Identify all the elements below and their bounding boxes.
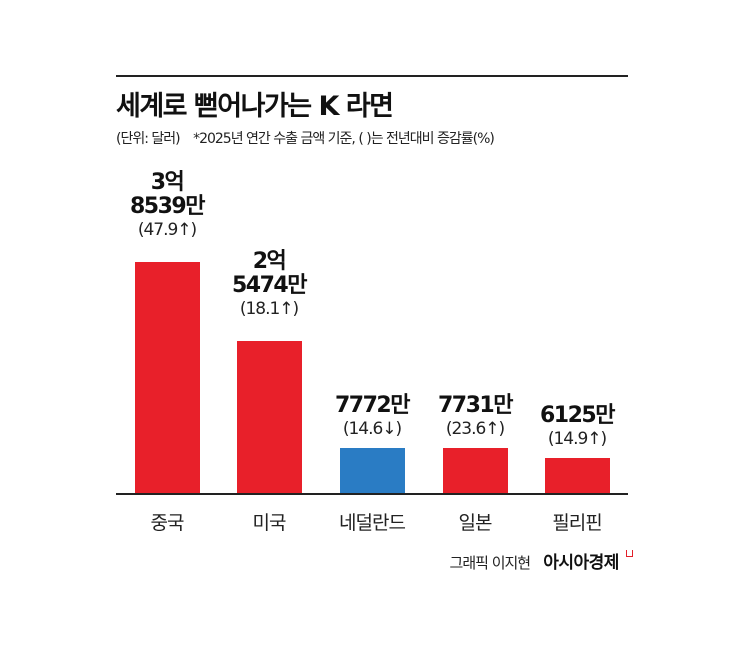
amount-line1: 2억 — [252, 249, 287, 274]
value-label-netherlands: 7772만 (14.6↓) — [302, 393, 442, 440]
amount-line1: 3억 — [150, 170, 185, 195]
amount-line2: 6125만 — [540, 403, 615, 428]
bar-netherlands — [340, 448, 405, 493]
brand-mark-icon — [626, 550, 633, 557]
chart-subtitle: (단위: 달러) *2025년 연간 수출 금액 기준, ( )는 전년대비 증… — [116, 128, 495, 148]
amount-line2: 5474만 — [232, 273, 307, 299]
top-rule — [116, 75, 628, 77]
bar-philippines — [545, 458, 610, 493]
category-label-netherlands: 네덜란드 — [339, 512, 406, 534]
category-label-philippines: 필리핀 — [552, 512, 602, 534]
change-label: (14.6↓) — [342, 419, 402, 440]
category-label-japan: 일본 — [458, 512, 493, 534]
byline: 그래픽 이지현 — [449, 554, 532, 572]
unit-label: (단위: 달러) — [116, 131, 181, 147]
amount-line2: 8539만 — [130, 194, 205, 220]
value-label-philippines: 6125만 (14.9↑) — [507, 403, 647, 450]
amount-line2: 7772만 — [335, 393, 410, 418]
change-label: (47.9↑) — [137, 220, 197, 241]
chart-title: 세계로 뻗어나가는 K 라면 — [116, 91, 394, 122]
brand-logo: 아시아경제 — [543, 553, 619, 573]
value-label-usa: 2억 5474만 (18.1↑) — [199, 249, 339, 320]
credit: 그래픽 이지현 아시아경제 — [450, 548, 633, 573]
change-label: (18.1↑) — [239, 299, 299, 320]
value-label-china: 3억 8539만 (47.9↑) — [97, 170, 237, 241]
bar-china — [135, 262, 200, 493]
amount-line2: 7731만 — [438, 393, 513, 418]
bar-usa — [237, 341, 302, 493]
note-label: *2025년 연간 수출 금액 기준, ( )는 전년대비 증감률(%) — [193, 131, 495, 147]
value-label-japan: 7731만 (23.6↑) — [405, 393, 545, 440]
change-label: (23.6↑) — [445, 419, 505, 440]
bar-japan — [443, 448, 508, 493]
baseline-axis — [116, 493, 628, 495]
category-label-china: 중국 — [150, 512, 185, 534]
category-label-usa: 미국 — [252, 512, 287, 534]
change-label: (14.9↑) — [547, 429, 607, 450]
